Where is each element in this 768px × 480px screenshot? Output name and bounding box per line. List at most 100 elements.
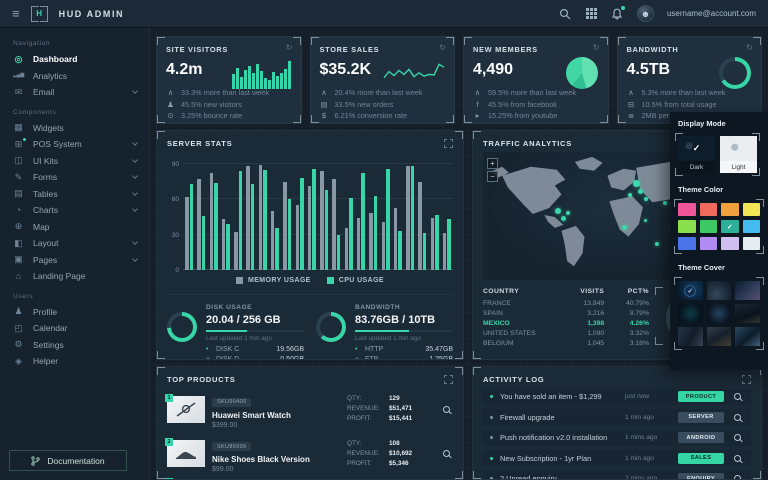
- activity-row[interactable]: 2 Unread enquiry 2 mins ago ENQUIRY: [483, 470, 751, 479]
- magnifier-icon[interactable]: [443, 450, 450, 458]
- theme-color-swatch[interactable]: [678, 203, 696, 216]
- sidebar-item-charts[interactable]: ◔ Charts: [0, 202, 149, 219]
- table-row[interactable]: FRANCE 13,849 40.79%: [483, 298, 655, 308]
- activity-row[interactable]: Push notification v2.0 installation 1 min…: [483, 429, 751, 446]
- map-zoom-out-button[interactable]: −: [487, 171, 498, 182]
- sidebar-item-layout[interactable]: ◧ Layout: [0, 235, 149, 252]
- table-row[interactable]: UNITED STATES 1,090 3.32%: [483, 328, 655, 338]
- sidebar-item-label: Helper: [33, 356, 59, 367]
- table-row[interactable]: MEXICO 1,398 4.26%: [483, 318, 655, 328]
- theme-color-swatch[interactable]: [742, 203, 760, 216]
- theme-cover-thumbnail[interactable]: [706, 281, 732, 300]
- spark-bar: [275, 75, 279, 89]
- product-row[interactable]: 3SKU20400White Sony PS4QTY:72REVENUE:$43…: [165, 478, 173, 479]
- sidebar-item-pos-system[interactable]: ⊞ POS System: [0, 136, 149, 153]
- activity-badge: ANDROID: [678, 432, 724, 443]
- activity-text: Firewall upgrade: [500, 412, 555, 422]
- theme-cover-thumbnail[interactable]: ✓: [678, 281, 703, 300]
- sidebar-item-forms[interactable]: ✎ Forms: [0, 169, 149, 186]
- gridline: [183, 162, 453, 164]
- sidebar-item-settings[interactable]: ⚙ Settings: [0, 337, 149, 354]
- theme-color-swatch[interactable]: [699, 220, 717, 233]
- activity-dot: [490, 477, 493, 479]
- gridline: [183, 233, 453, 235]
- donut-chart: [719, 57, 751, 89]
- theme-cover-thumbnail[interactable]: [735, 281, 760, 300]
- activity-dot: [490, 415, 493, 419]
- refresh-icon[interactable]: ↻: [285, 43, 293, 52]
- theme-cover-thumbnail[interactable]: [678, 304, 703, 323]
- disk-item: • DISK C 19.56GB: [206, 345, 304, 353]
- expand-icon[interactable]: [444, 375, 453, 384]
- user-email[interactable]: username@account.com: [666, 9, 756, 18]
- theme-cover-thumbnail[interactable]: [706, 327, 732, 346]
- bar-group: [356, 158, 365, 270]
- sidebar-item-email[interactable]: ✉ Email: [0, 84, 149, 101]
- user-avatar[interactable]: ☻: [636, 5, 654, 22]
- table-row[interactable]: SPAIN 3,216 8.79%: [483, 308, 655, 318]
- sidebar-item-calendar[interactable]: ◰ Calendar: [0, 320, 149, 337]
- theme-color-swatch[interactable]: [742, 237, 760, 250]
- table-row[interactable]: BELGIUM 1,045 3.18%: [483, 338, 655, 348]
- check-icon: ✓: [726, 223, 733, 231]
- magnifier-icon[interactable]: [734, 434, 741, 441]
- refresh-icon[interactable]: ↻: [746, 43, 753, 52]
- sidebar-item-analytics[interactable]: ▂▄▆ Analytics: [0, 68, 149, 85]
- hamburger-menu-icon[interactable]: ≡: [12, 6, 20, 21]
- sidebar-item-helper[interactable]: ◈ Helper: [0, 353, 149, 370]
- sidebar-item-dashboard[interactable]: ◎ Dashboard: [0, 51, 149, 68]
- display-mode-option-dark[interactable]: ✓ Dark: [678, 136, 715, 173]
- refresh-icon[interactable]: ↻: [439, 43, 446, 52]
- cpu-usage-bar: [287, 199, 292, 270]
- activity-row[interactable]: You have sold an item - $1,299 just now PR…: [483, 388, 751, 405]
- theme-color-swatch[interactable]: [721, 237, 739, 250]
- sidebar-item-map[interactable]: ⊕ Map: [0, 219, 149, 236]
- top-products-title: TOP PRODUCTS: [167, 375, 236, 384]
- theme-cover-thumbnail[interactable]: [735, 304, 760, 323]
- magnifier-icon[interactable]: [443, 405, 450, 413]
- activity-row[interactable]: New Subscription - 1yr Plan 1 min ago SALE…: [483, 450, 751, 466]
- theme-color-swatch[interactable]: [678, 220, 696, 233]
- sidebar-item-pages[interactable]: ▣ Pages: [0, 252, 149, 269]
- pie-chart: [565, 57, 598, 89]
- brand-title: HUD ADMIN: [58, 8, 125, 19]
- theme-color-swatch[interactable]: [678, 237, 696, 250]
- activity-row[interactable]: Firewall upgrade 1 min ago SERVER: [483, 409, 751, 425]
- cpu-usage-bar: [386, 168, 390, 270]
- theme-color-swatch[interactable]: [742, 220, 760, 233]
- apps-grid-icon[interactable]: [585, 7, 598, 20]
- sidebar-item-ui-kits[interactable]: ◫ UI Kits: [0, 153, 149, 170]
- magnifier-icon[interactable]: [734, 413, 741, 421]
- sidebar-item-widgets[interactable]: ▦ Widgets: [0, 120, 149, 137]
- sidebar-item-landing-page[interactable]: ⌂ Landing Page: [0, 268, 149, 285]
- display-mode-option-light[interactable]: Light: [720, 136, 757, 173]
- theme-cover-thumbnail[interactable]: [706, 304, 732, 323]
- magnifier-icon[interactable]: [734, 454, 741, 462]
- stat-metric: ▸ 15.25% from youtube: [473, 110, 599, 122]
- magnifier-icon[interactable]: [734, 475, 741, 479]
- theme-color-swatch[interactable]: [721, 203, 739, 216]
- theme-color-swatch[interactable]: ✓: [721, 220, 739, 233]
- theme-cover-thumbnail[interactable]: [735, 327, 760, 346]
- country-cell: MEXICO: [483, 319, 510, 327]
- sidebar-item-profile[interactable]: ♟ Profile: [0, 304, 149, 321]
- activity-dot: [490, 436, 493, 439]
- theme-color-swatch[interactable]: [699, 237, 717, 250]
- magnifier-icon[interactable]: [734, 393, 741, 400]
- theme-cover-thumbnail[interactable]: [678, 327, 703, 346]
- search-icon[interactable]: [559, 7, 572, 20]
- documentation-button[interactable]: Documentation: [9, 450, 127, 471]
- refresh-icon[interactable]: ↻: [592, 43, 600, 52]
- product-row[interactable]: 1 SKU90400 Huawei Smart Watch $399.00 QTY: 12…: [165, 390, 453, 429]
- activity-time: 1 min ago: [625, 454, 654, 462]
- theme-color-swatch[interactable]: [699, 203, 717, 216]
- notifications-bell-icon[interactable]: [611, 6, 625, 20]
- product-list: 1 SKU90400 Huawei Smart Watch $399.00 QTY: 12…: [165, 390, 453, 479]
- map-zoom-in-button[interactable]: +: [487, 158, 498, 169]
- product-row[interactable]: 2 SKU85999 Nike Shoes Black Version $99.00 Q…: [165, 435, 453, 473]
- figure-label: REVENUE:: [347, 449, 380, 457]
- sidebar-item-tables[interactable]: ▤ Tables: [0, 186, 149, 203]
- expand-icon[interactable]: [742, 375, 751, 384]
- chevron-down-icon: [132, 156, 138, 163]
- expand-icon[interactable]: [444, 139, 453, 148]
